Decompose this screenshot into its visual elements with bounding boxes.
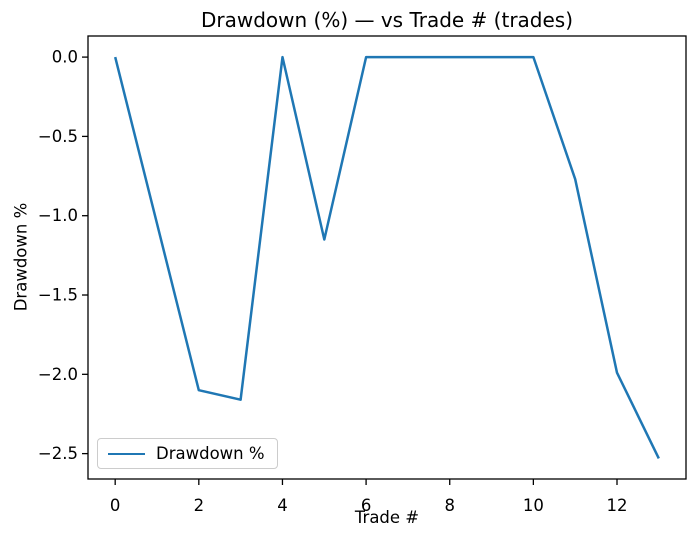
- y-tick-label: −2.0: [38, 365, 78, 384]
- y-tick-label: −1.0: [38, 206, 78, 225]
- legend: Drawdown %: [97, 438, 278, 469]
- y-tick-label: 0.0: [52, 48, 78, 67]
- axes-spines: [87, 35, 687, 480]
- drawdown-line: [113, 55, 660, 459]
- x-tick-label: 2: [194, 496, 205, 515]
- legend-line-sample: [108, 452, 145, 455]
- chart-title: Drawdown (%) — vs Trade # (trades): [200, 8, 574, 32]
- x-axis-label: Trade #: [354, 508, 420, 527]
- y-tick-label: −0.5: [38, 127, 78, 146]
- x-tick-label: 10: [523, 496, 544, 515]
- y-axis-label: Drawdown %: [11, 202, 31, 312]
- x-tick-label: 12: [607, 496, 628, 515]
- y-tick-label: −2.5: [38, 444, 78, 463]
- x-tick-label: 4: [277, 496, 288, 515]
- x-tick-label: 0: [110, 496, 121, 515]
- x-tick-label: 8: [444, 496, 455, 515]
- x-tick-label: 6: [361, 496, 372, 515]
- legend-label: Drawdown %: [156, 444, 265, 463]
- y-tick-label: −1.5: [38, 286, 78, 305]
